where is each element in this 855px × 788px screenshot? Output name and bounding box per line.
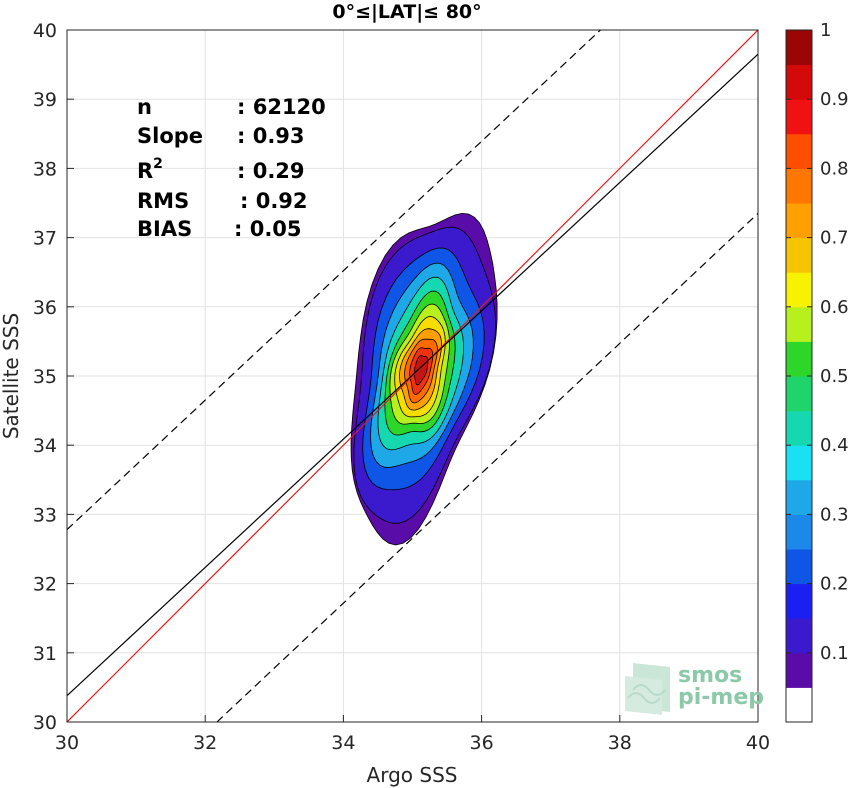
colorbar-tick-label: 0.9 bbox=[820, 89, 849, 110]
lower-bound-line bbox=[216, 212, 758, 722]
colorbar-segment bbox=[786, 306, 812, 342]
colorbar-segment bbox=[786, 514, 812, 550]
stat-value: : 62120 bbox=[237, 95, 326, 119]
y-tick-label: 35 bbox=[33, 366, 57, 388]
x-tick-label: 36 bbox=[470, 732, 494, 754]
colorbar-segment bbox=[786, 64, 812, 100]
stat-label: n bbox=[137, 95, 152, 119]
y-tick-label: 36 bbox=[33, 297, 57, 319]
colorbar-segment bbox=[786, 168, 812, 204]
density-contours bbox=[350, 212, 498, 546]
stat-value: : 0.92 bbox=[240, 189, 308, 213]
regression-line bbox=[67, 53, 758, 697]
colorbar-segment bbox=[786, 203, 812, 239]
colorbar-segment bbox=[786, 133, 812, 169]
stat-value: : 0.29 bbox=[237, 159, 305, 183]
colorbar-tick-label: 0.6 bbox=[820, 297, 849, 318]
colorbar-segment bbox=[786, 237, 812, 273]
colorbar-tick-label: 0.3 bbox=[820, 504, 849, 525]
x-axis-ticks: 30 32 34 36 38 40 bbox=[55, 715, 770, 754]
identity-line bbox=[67, 30, 758, 722]
x-tick-label: 32 bbox=[193, 732, 217, 754]
x-axis-label: Argo SSS bbox=[367, 763, 458, 787]
stat-value: : 0.93 bbox=[237, 124, 305, 148]
colorbar-segment bbox=[786, 479, 812, 515]
x-tick-label: 30 bbox=[55, 732, 79, 754]
colorbar-segment bbox=[786, 618, 812, 654]
colorbar-tick-label: 0.4 bbox=[820, 435, 849, 456]
stat-label: BIAS bbox=[137, 217, 192, 241]
colorbar-tick-label: 0.2 bbox=[820, 574, 849, 595]
smos-logo-icon bbox=[625, 663, 670, 715]
x-tick-label: 40 bbox=[746, 732, 770, 754]
colorbar-tick-label: 0.8 bbox=[820, 158, 849, 179]
watermark-line1: smos bbox=[678, 663, 742, 688]
chart-title: 0°≤|LAT|≤ 80° bbox=[332, 1, 481, 23]
y-tick-label: 31 bbox=[33, 643, 57, 665]
y-tick-label: 40 bbox=[33, 20, 57, 42]
colorbar-segment bbox=[786, 376, 812, 412]
stats-box: n : 62120 Slope : 0.93 R2 : 0.29 RMS : 0.92 BIAS… bbox=[137, 95, 326, 241]
watermark: smos pi-mep bbox=[625, 663, 764, 715]
y-tick-label: 32 bbox=[33, 574, 57, 596]
stat-label: R2 bbox=[137, 156, 163, 183]
stat-label: Slope bbox=[137, 124, 203, 148]
colorbar-segment bbox=[786, 410, 812, 446]
colorbar-segment bbox=[786, 99, 812, 135]
colorbar-segment bbox=[786, 445, 812, 481]
x-tick-label: 38 bbox=[608, 732, 632, 754]
colorbar-tick-label: 0.7 bbox=[820, 228, 849, 249]
colorbar-tick-label: 0.5 bbox=[820, 366, 849, 387]
y-tick-label: 38 bbox=[33, 158, 57, 180]
colorbar-segment bbox=[786, 687, 812, 723]
stat-label: RMS bbox=[137, 189, 189, 213]
colorbar-segment bbox=[786, 583, 812, 619]
upper-bound-line bbox=[67, 30, 601, 531]
y-tick-label: 30 bbox=[33, 712, 57, 734]
y-tick-label: 34 bbox=[33, 435, 57, 457]
y-axis-label: Satellite SSS bbox=[0, 313, 23, 439]
colorbar bbox=[786, 30, 812, 723]
colorbar-segment bbox=[786, 341, 812, 377]
colorbar-tick-label: 1 bbox=[820, 20, 831, 41]
colorbar-segment bbox=[786, 30, 812, 66]
colorbar-segment bbox=[786, 272, 812, 308]
colorbar-ticks: 0.1 0.2 0.3 0.4 0.5 0.6 0.7 0.8 0.9 1 bbox=[786, 20, 849, 664]
density-contour-0.9 bbox=[413, 355, 429, 386]
y-tick-label: 33 bbox=[33, 504, 57, 526]
reference-lines bbox=[67, 30, 758, 722]
colorbar-segment bbox=[786, 549, 812, 585]
y-tick-label: 37 bbox=[33, 228, 57, 250]
colorbar-tick-label: 0.1 bbox=[820, 643, 849, 664]
watermark-line2: pi-mep bbox=[678, 685, 764, 710]
colorbar-segment bbox=[786, 652, 812, 688]
stat-value: : 0.05 bbox=[234, 217, 302, 241]
x-tick-label: 34 bbox=[331, 732, 355, 754]
y-axis-ticks: 30 31 32 33 34 35 36 37 38 39 40 bbox=[33, 20, 74, 734]
y-tick-label: 39 bbox=[33, 89, 57, 111]
